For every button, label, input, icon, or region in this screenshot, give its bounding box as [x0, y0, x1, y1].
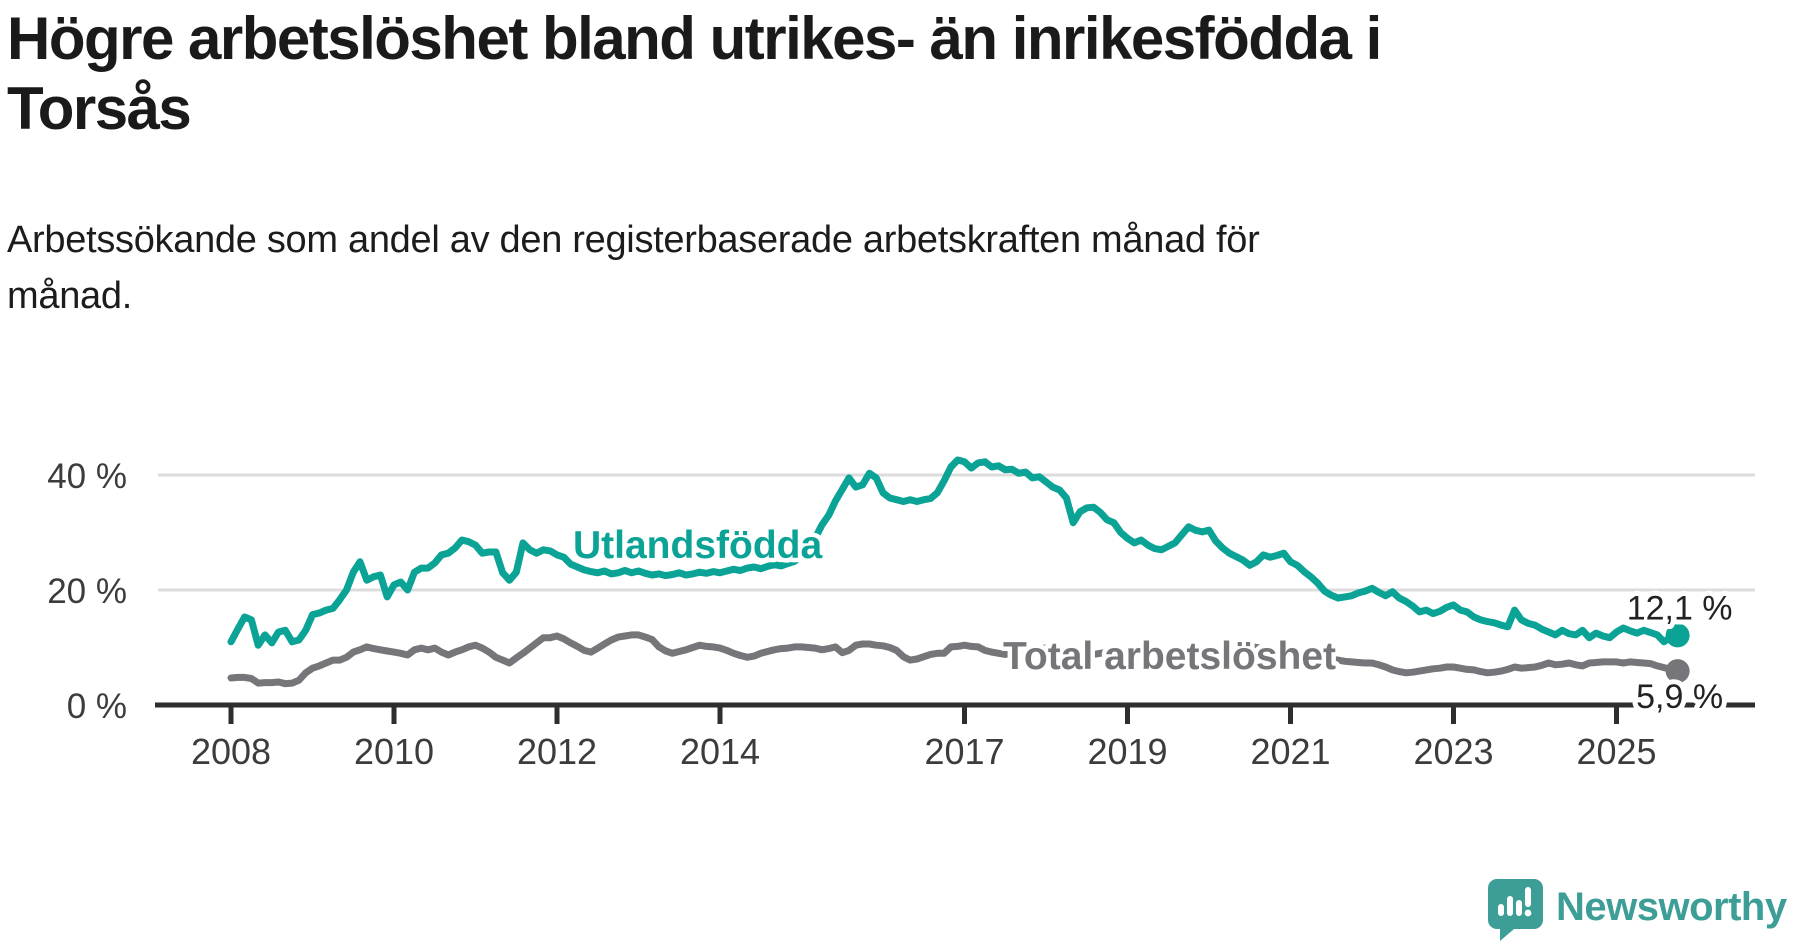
series-label-total: Total arbetslöshet — [1003, 635, 1336, 678]
x-tick-label: 2014 — [680, 731, 760, 772]
title-line-2: Torsås — [7, 75, 192, 142]
y-tick-label: 20 % — [47, 572, 127, 611]
x-tick-label: 2019 — [1087, 731, 1167, 772]
y-axis-labels: 40 % 20 % 0 % — [47, 457, 127, 726]
y-tick-label: 40 % — [47, 457, 127, 496]
newsworthy-logo-icon — [1488, 879, 1543, 941]
logo-bubble — [1488, 879, 1543, 941]
series-end-value-labels: 12,1 % 5,9 % — [1622, 584, 1738, 721]
end-dot-utlandsfodda — [1665, 623, 1690, 648]
series-line-total — [227, 631, 1682, 688]
y-tick-label: 0 % — [67, 687, 127, 726]
newsworthy-logo-text: Newsworthy — [1556, 884, 1787, 929]
x-tick-label: 2017 — [924, 731, 1004, 772]
series-line-utlandsfodda — [227, 456, 1682, 649]
x-axis-labels: 2008 2010 2012 2014 2017 2019 2021 2023 2025 — [191, 731, 1657, 772]
subtitle-line-1: Arbetssökande som andel av den registerb… — [7, 219, 1260, 261]
end-dot-total — [1665, 659, 1690, 684]
chart-subtitle: Arbetssökande som andel av den registerb… — [7, 212, 1260, 324]
page-title: Högre arbetslöshet bland utrikes- än inr… — [7, 4, 1382, 144]
series-end-dots — [1665, 623, 1690, 684]
x-tick-label: 2012 — [517, 731, 597, 772]
x-tick-label: 2023 — [1413, 731, 1493, 772]
x-axis — [155, 702, 1755, 724]
title-line-1: Högre arbetslöshet bland utrikes- än inr… — [7, 5, 1382, 72]
x-tick-label: 2021 — [1250, 731, 1330, 772]
logo-bar-chart-icon — [1498, 887, 1532, 917]
series-lines — [227, 456, 1682, 688]
newsworthy-logo: Newsworthy — [1488, 878, 1787, 942]
x-tick-label: 2010 — [354, 731, 434, 772]
series-inline-labels: Utlandsfödda Total arbetslöshet — [569, 520, 1341, 683]
x-tick-label: 2008 — [191, 731, 271, 772]
end-value-label-utlandsfodda: 12,1 % — [1627, 589, 1733, 627]
series-label-utlandsfodda: Utlandsfödda — [573, 524, 822, 567]
x-tick-label: 2025 — [1576, 731, 1656, 772]
end-value-label-total: 5,9 % — [1636, 678, 1723, 716]
gridlines — [158, 473, 1755, 592]
subtitle-line-2: månad. — [7, 275, 132, 317]
